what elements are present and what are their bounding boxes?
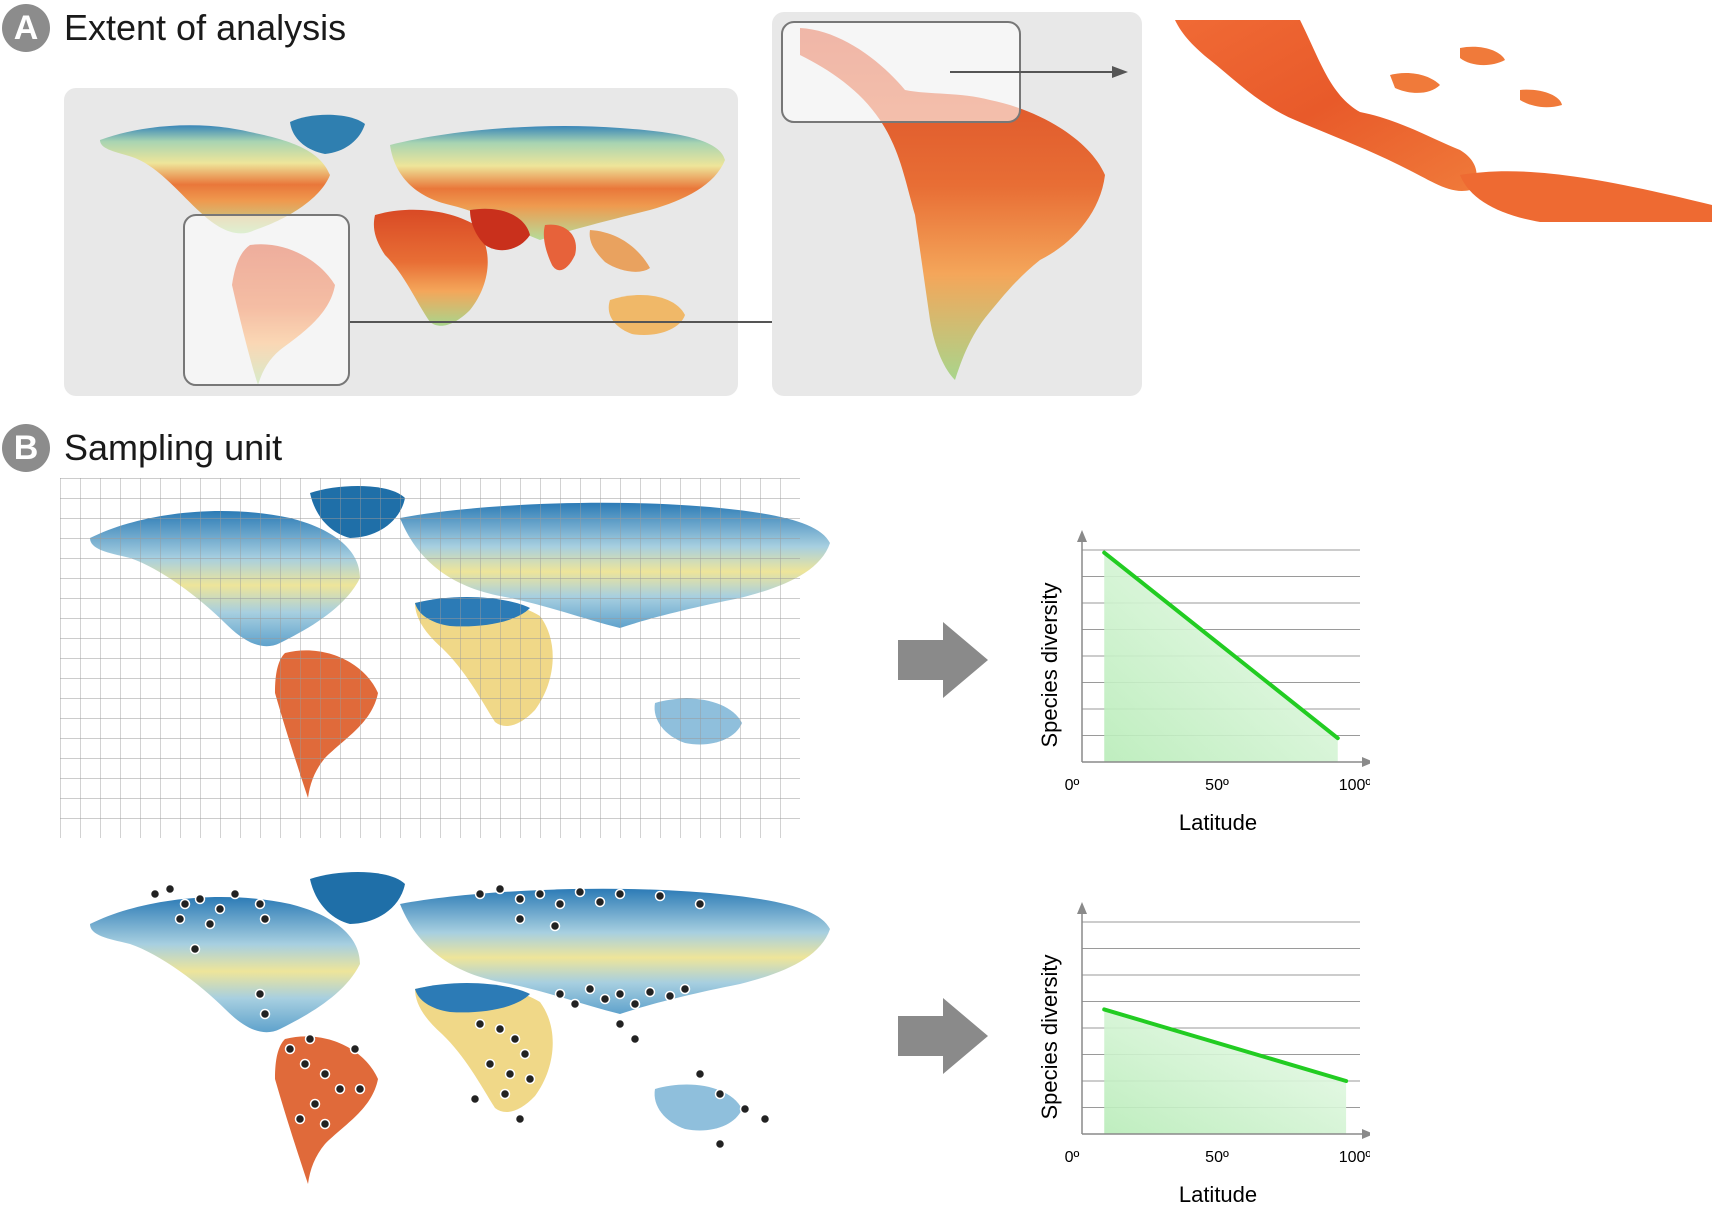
- sample-point: [629, 998, 641, 1010]
- sample-point: [534, 888, 546, 900]
- sample-point: [694, 1068, 706, 1080]
- sample-point: [714, 1138, 726, 1150]
- sample-point: [714, 1088, 726, 1100]
- sample-point: [614, 888, 626, 900]
- sample-point: [284, 1043, 296, 1055]
- sample-point: [354, 1083, 366, 1095]
- sample-point: [349, 1043, 361, 1055]
- sample-point: [179, 898, 191, 910]
- panel-a-title: Extent of analysis: [64, 7, 347, 48]
- sample-point: [174, 913, 186, 925]
- sample-point: [514, 1113, 526, 1125]
- diversity-chart-points: Latitude Species diversity 0º 50º 100º: [1037, 902, 1370, 1207]
- sample-point: [474, 1018, 486, 1030]
- sample-point: [554, 988, 566, 1000]
- x-axis-label: Latitude: [1179, 1182, 1257, 1207]
- sample-point: [334, 1083, 346, 1095]
- sample-point: [509, 1033, 521, 1045]
- trend-line: [1102, 1007, 1349, 1083]
- sample-point: [204, 918, 216, 930]
- sample-point: [554, 898, 566, 910]
- sample-point: [309, 1098, 321, 1110]
- south-america-selection-box: [183, 214, 350, 386]
- sample-point: [294, 1113, 306, 1125]
- sample-point: [694, 898, 706, 910]
- sample-point: [484, 1058, 496, 1070]
- sample-point: [319, 1118, 331, 1130]
- sample-point: [254, 898, 266, 910]
- panel-b-title: Sampling unit: [64, 427, 283, 468]
- sample-point: [319, 1068, 331, 1080]
- sample-point: [679, 983, 691, 995]
- x-tick-100: 100º: [1339, 777, 1370, 794]
- x-tick-0: 0º: [1065, 777, 1080, 794]
- x-axis-arrow: [1362, 757, 1370, 767]
- sample-point: [474, 888, 486, 900]
- x-tick-0: 0º: [1065, 1149, 1080, 1166]
- sample-point: [514, 913, 526, 925]
- panel-a-badge: A: [2, 4, 50, 52]
- area-under-trend: [1104, 1009, 1347, 1134]
- sample-point: [149, 888, 161, 900]
- sample-point: [569, 998, 581, 1010]
- sample-point: [614, 1018, 626, 1030]
- sample-point: [664, 990, 676, 1002]
- sample-points: [149, 883, 771, 1150]
- sample-point: [644, 986, 656, 998]
- sample-point: [229, 888, 241, 900]
- sample-point: [259, 913, 271, 925]
- sample-point: [574, 886, 586, 898]
- diversity-chart-grid: Latitude Species diversity 0º 50º 100º: [1037, 530, 1370, 835]
- south-america-map-warm: [800, 28, 1105, 380]
- x-axis-label: Latitude: [1179, 810, 1257, 835]
- sample-point: [254, 988, 266, 1000]
- result-arrow-2: [898, 998, 988, 1074]
- sample-point: [549, 920, 561, 932]
- sample-point: [599, 993, 611, 1005]
- sample-point: [584, 983, 596, 995]
- central-america-map-warm: [1175, 20, 1712, 222]
- x-axis-arrow: [1362, 1129, 1370, 1139]
- sample-point: [759, 1113, 771, 1125]
- gridded-world-map: [60, 478, 830, 838]
- sample-point: [614, 988, 626, 1000]
- sample-point: [494, 1023, 506, 1035]
- sample-point: [259, 1008, 271, 1020]
- sample-point: [469, 1093, 481, 1105]
- panel-b-badge: B: [2, 424, 50, 472]
- sample-point: [629, 1033, 641, 1045]
- extent-diagram: [64, 12, 1712, 396]
- trend-line: [1102, 550, 1340, 741]
- y-axis-label: Species diversity: [1037, 954, 1062, 1119]
- sample-point: [304, 1033, 316, 1045]
- sample-point: [189, 943, 201, 955]
- sample-point: [519, 1048, 531, 1060]
- sample-point: [164, 883, 176, 895]
- point-sample-world-map: [90, 872, 830, 1184]
- sample-point: [594, 896, 606, 908]
- x-tick-100: 100º: [1339, 1149, 1370, 1166]
- sample-point: [194, 893, 206, 905]
- y-axis-label: Species diversity: [1037, 582, 1062, 747]
- result-arrow-1: [898, 622, 988, 698]
- sample-point: [654, 890, 666, 902]
- sample-point: [739, 1103, 751, 1115]
- sampling-grid: [60, 478, 800, 838]
- sample-point: [504, 1068, 516, 1080]
- sample-point: [494, 883, 506, 895]
- area-under-trend: [1104, 552, 1338, 762]
- sample-point: [514, 893, 526, 905]
- sample-point: [214, 903, 226, 915]
- sample-point: [499, 1088, 511, 1100]
- sample-point: [524, 1073, 536, 1085]
- y-axis-arrow: [1077, 530, 1087, 542]
- y-axis-arrow: [1077, 902, 1087, 914]
- world-map-cool-points: [90, 872, 830, 1184]
- sample-point: [299, 1058, 311, 1070]
- x-tick-50: 50º: [1205, 777, 1229, 794]
- x-tick-50: 50º: [1205, 1149, 1229, 1166]
